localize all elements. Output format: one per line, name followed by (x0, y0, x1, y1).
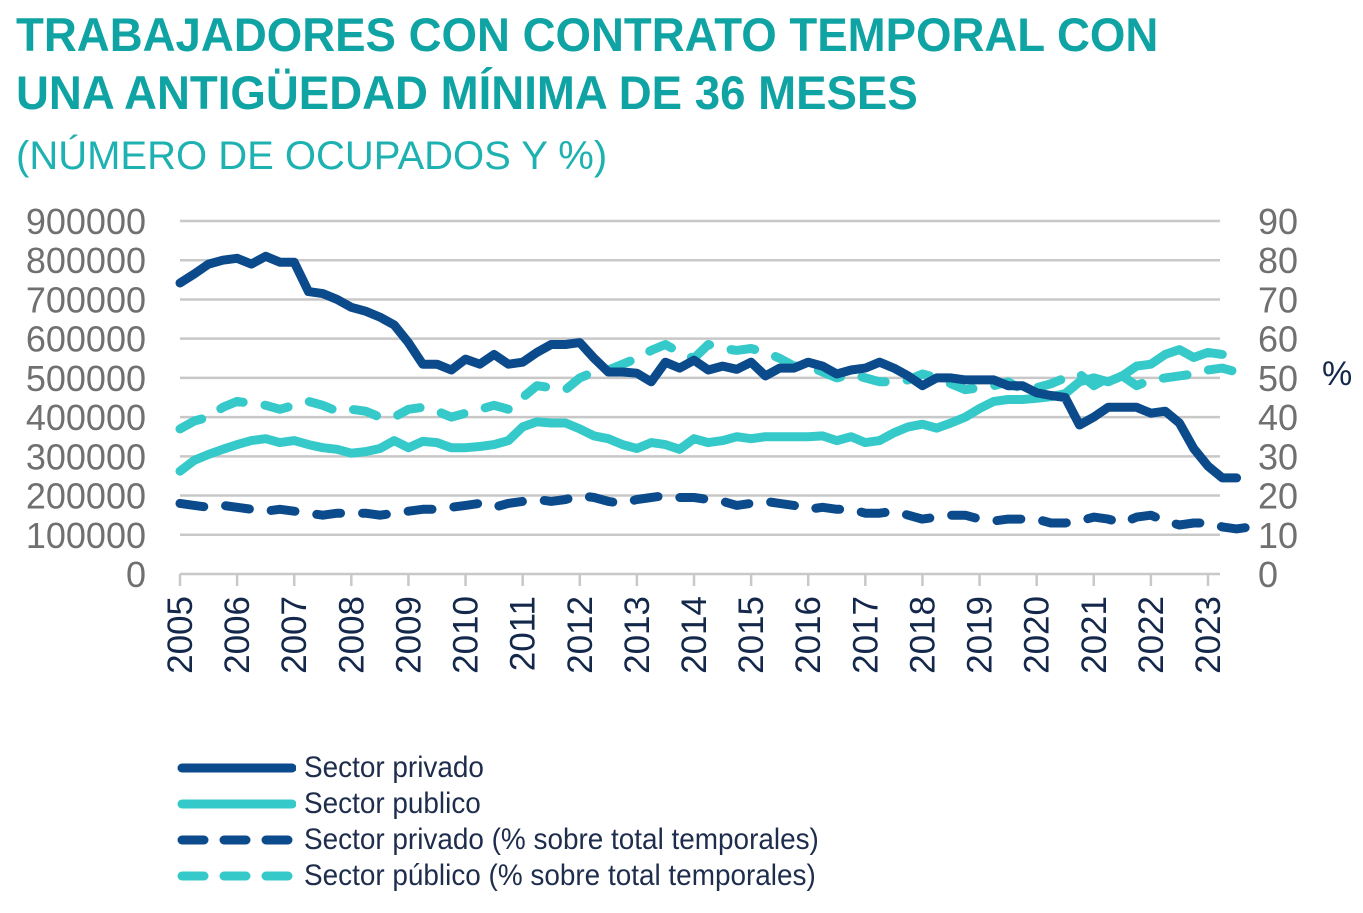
x-tick-label: 2018 (903, 596, 942, 674)
y-tick-label: 0 (126, 554, 146, 595)
y-tick-label: 800000 (26, 240, 146, 281)
y2-tick-label: 0 (1258, 554, 1278, 595)
y-tick-label: 500000 (26, 358, 146, 399)
x-tick-label: 2021 (1075, 596, 1114, 674)
x-tick-label: 2019 (961, 596, 1000, 674)
x-tick-label: 2012 (561, 596, 600, 674)
y-axis-right-label: % (1322, 355, 1352, 393)
x-tick-label: 2017 (846, 596, 885, 674)
legend-swatch-dashed-dark-blue (177, 835, 296, 845)
legend-swatch-solid-turquoise (177, 799, 296, 809)
y-tick-label: 300000 (26, 436, 146, 477)
y2-tick-label: 90 (1258, 201, 1298, 242)
series-lines (175, 251, 1256, 534)
y-tick-label: 900000 (26, 201, 146, 242)
legend-item-sector-publico-pct: Sector público (% sobre total temporales… (176, 858, 858, 894)
chart-title-line-2: UNA ANTIGÜEDAD MÍNIMA DE 36 MESES (16, 66, 918, 119)
legend-item-sector-privado-pct: Sector privado (% sobre total temporales… (176, 822, 858, 858)
y2-tick-label: 70 (1258, 279, 1298, 320)
x-tick-label: 2016 (789, 596, 828, 674)
y-tick-label: 600000 (26, 319, 146, 360)
legend-swatch-solid-dark-blue (177, 763, 296, 773)
chart-title-line-1: TRABAJADORES CON CONTRATO TEMPORAL CON (16, 8, 1159, 61)
y-axis-left: 0100000200000300000400000500000600000700… (26, 201, 146, 595)
y2-tick-label: 60 (1258, 319, 1298, 360)
x-tick-label: 2008 (332, 596, 371, 674)
x-tick-label: 2015 (732, 596, 771, 674)
x-tick-label: 2010 (447, 596, 486, 674)
y2-tick-label: 20 (1258, 476, 1298, 517)
y-tick-label: 400000 (26, 397, 146, 438)
legend-item-sector-publico: Sector publico (176, 786, 858, 822)
series-line-sector-público-sobre-total-temporales (175, 340, 1242, 434)
y2-tick-label: 50 (1258, 358, 1298, 399)
legend-label: Sector privado (304, 751, 484, 784)
y2-tick-label: 40 (1258, 397, 1298, 438)
legend-label: Sector público (% sobre total temporales… (304, 859, 816, 892)
y-tick-label: 100000 (26, 515, 146, 556)
x-tick-label: 2020 (1018, 596, 1057, 674)
x-tick-label: 2006 (218, 596, 257, 674)
y-tick-label: 700000 (26, 279, 146, 320)
series-line-sector-privado-sobre-total-temporales (175, 491, 1256, 534)
y2-tick-label: 30 (1258, 436, 1298, 477)
y2-tick-label: 10 (1258, 515, 1298, 556)
legend-swatch-dashed-turquoise (177, 871, 296, 881)
chart-title: TRABAJADORES CON CONTRATO TEMPORAL CON U… (16, 6, 1158, 122)
chart-subtitle: (NÚMERO DE OCUPADOS Y %) (16, 134, 608, 178)
y2-tick-label: 80 (1258, 240, 1298, 281)
x-tick-label: 2005 (161, 596, 200, 674)
legend: Sector privado Sector publico Sector pri… (176, 750, 858, 894)
series-line-sector-privado (175, 251, 1242, 483)
x-tick-label: 2009 (389, 596, 428, 674)
y-tick-label: 200000 (26, 476, 146, 517)
x-axis: 2005 2006 2007 2008 2009 2010 2011 2012 2013 2014… (161, 572, 1228, 674)
x-tick-label: 2011 (504, 596, 543, 671)
x-tick-label: 2022 (1132, 596, 1171, 674)
x-tick-label: 2013 (618, 596, 657, 674)
x-tick-label: 2007 (275, 596, 314, 674)
legend-item-sector-privado: Sector privado (176, 750, 858, 786)
legend-label: Sector publico (304, 787, 481, 820)
legend-label: Sector privado (% sobre total temporales… (304, 823, 819, 856)
x-tick-label: 2023 (1189, 596, 1228, 674)
x-tick-label: 2014 (675, 596, 714, 674)
